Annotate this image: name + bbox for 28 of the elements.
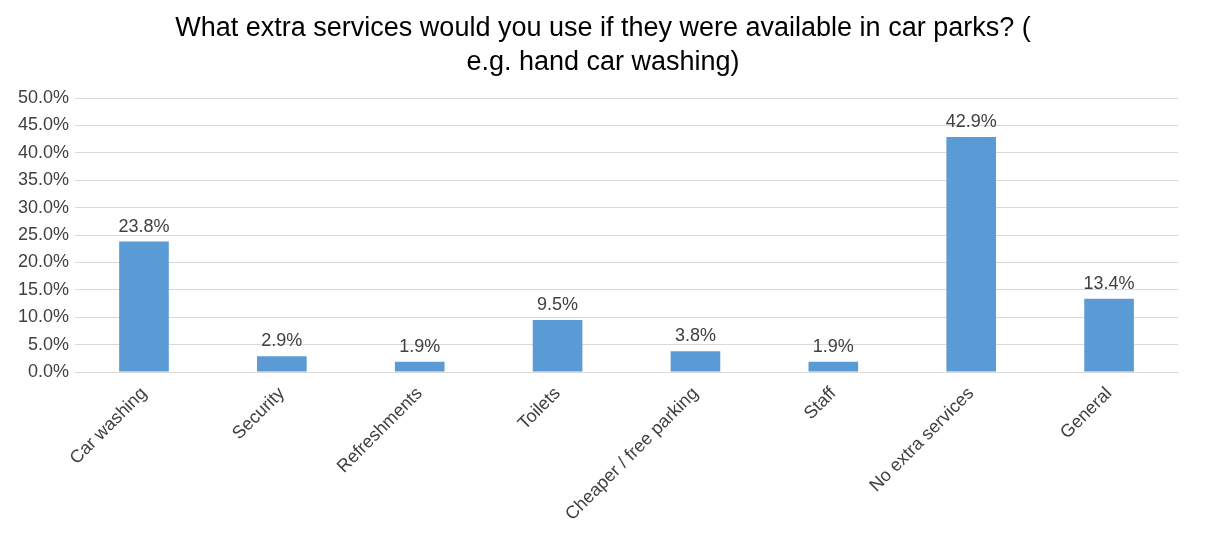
y-tick-label: 30.0% [17, 196, 70, 217]
y-tick-label: 40.0% [17, 141, 70, 162]
data-label: 2.9% [261, 330, 303, 351]
bar [1084, 298, 1134, 372]
data-label: 9.5% [537, 293, 579, 314]
data-label: 13.4% [1083, 272, 1135, 293]
y-tick-label: 10.0% [17, 306, 70, 327]
y-tick-label: 20.0% [17, 251, 70, 272]
data-label: 23.8% [118, 215, 170, 236]
data-label: 1.9% [399, 335, 441, 356]
y-tick-label: 45.0% [17, 114, 70, 135]
data-label: 3.8% [674, 325, 716, 346]
y-tick-label: 5.0% [28, 333, 70, 354]
y-tick-label: 25.0% [17, 224, 70, 245]
bar [670, 351, 721, 372]
y-tick-label: 15.0% [17, 278, 70, 299]
bar [532, 320, 583, 372]
chart-title: What extra services would you use if they were available in car parks? ( e.g. hand car washing) [174, 11, 1032, 78]
y-tick-label: 35.0% [17, 169, 70, 190]
bar [119, 241, 169, 372]
bar [808, 361, 859, 372]
y-tick-label: 0.0% [28, 361, 70, 382]
data-label: 42.9% [945, 110, 997, 131]
y-tick-label: 50.0% [17, 86, 70, 107]
bar [394, 361, 445, 372]
bar [257, 356, 307, 372]
bar [946, 136, 997, 372]
data-label: 1.9% [812, 335, 854, 356]
